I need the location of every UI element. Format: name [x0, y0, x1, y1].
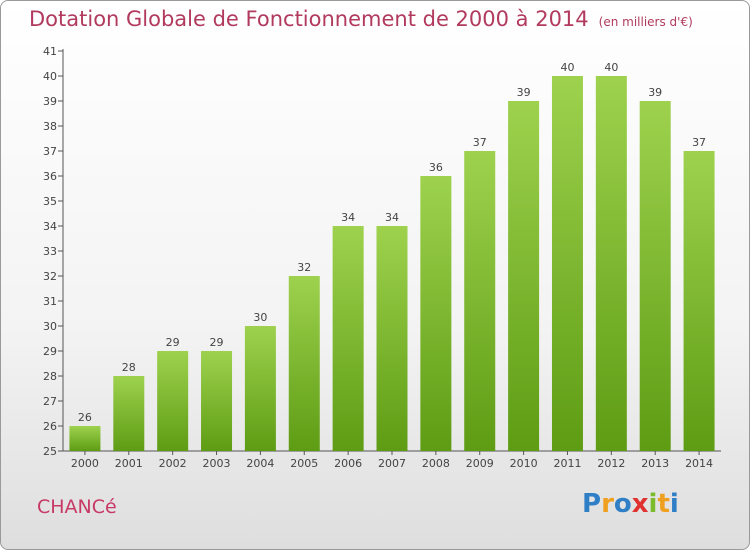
bar	[420, 176, 452, 451]
bar	[639, 101, 671, 451]
x-tick-label: 2002	[159, 457, 187, 470]
town-name: CHANCé	[37, 496, 117, 518]
bar-value-label: 26	[78, 411, 92, 424]
x-tick-label: 2004	[246, 457, 274, 470]
logo-letter: x	[631, 489, 649, 519]
bar-value-label: 40	[560, 61, 574, 74]
y-tick-label: 27	[43, 395, 57, 408]
y-tick-label: 29	[43, 345, 57, 358]
x-tick-label: 2011	[553, 457, 581, 470]
y-tick-label: 34	[43, 220, 57, 233]
x-tick-label: 2008	[422, 457, 450, 470]
x-tick-label: 2000	[71, 457, 99, 470]
bar	[332, 226, 364, 451]
bar	[464, 151, 496, 451]
bar-value-label: 34	[385, 211, 399, 224]
y-tick-label: 33	[43, 245, 57, 258]
y-tick-label: 35	[43, 195, 57, 208]
y-tick-label: 28	[43, 370, 57, 383]
chart-title: Dotation Globale de Fonctionnement de 20…	[29, 7, 693, 31]
y-tick-label: 40	[43, 70, 57, 83]
bar	[376, 226, 408, 451]
bar	[683, 151, 715, 451]
bar	[508, 101, 540, 451]
chart-title-text: Dotation Globale de Fonctionnement de 20…	[29, 7, 589, 31]
bar	[595, 76, 627, 451]
bar	[69, 426, 101, 451]
bar-value-label: 39	[648, 86, 662, 99]
logo-letter: i	[669, 489, 679, 519]
bar	[201, 351, 233, 451]
chart-subtitle: (en milliers d'€)	[598, 15, 693, 29]
bar-value-label: 28	[122, 361, 136, 374]
bar-value-label: 29	[210, 336, 224, 349]
x-tick-label: 2001	[115, 457, 143, 470]
bar	[113, 376, 145, 451]
bar-value-label: 36	[429, 161, 443, 174]
y-tick-label: 39	[43, 95, 57, 108]
logo-letter: o	[613, 489, 632, 519]
bar	[157, 351, 189, 451]
bar	[551, 76, 583, 451]
logo-letter: r	[601, 489, 614, 519]
x-tick-label: 2012	[597, 457, 625, 470]
y-tick-label: 36	[43, 170, 57, 183]
bar	[244, 326, 276, 451]
x-tick-label: 2013	[641, 457, 669, 470]
y-tick-label: 30	[43, 320, 57, 333]
logo-letter: P	[582, 489, 602, 519]
x-tick-label: 2005	[290, 457, 318, 470]
bar-value-label: 39	[517, 86, 531, 99]
x-tick-label: 2007	[378, 457, 406, 470]
y-tick-label: 37	[43, 145, 57, 158]
y-tick-label: 31	[43, 295, 57, 308]
y-tick-label: 38	[43, 120, 57, 133]
y-tick-label: 25	[43, 445, 57, 458]
y-tick-label: 32	[43, 270, 57, 283]
y-tick-label: 26	[43, 420, 57, 433]
x-tick-label: 2014	[685, 457, 713, 470]
bar	[288, 276, 320, 451]
logo-letter: i	[648, 489, 658, 519]
x-tick-label: 2009	[466, 457, 494, 470]
bar-value-label: 40	[604, 61, 618, 74]
bar-value-label: 37	[692, 136, 706, 149]
bar-value-label: 37	[473, 136, 487, 149]
y-tick-label: 41	[43, 45, 57, 58]
bar-value-label: 32	[297, 261, 311, 274]
bar-value-label: 34	[341, 211, 355, 224]
x-tick-label: 2010	[510, 457, 538, 470]
logo-letter: t	[657, 489, 670, 519]
x-tick-label: 2003	[203, 457, 231, 470]
bar-value-label: 30	[253, 311, 267, 324]
bar-value-label: 29	[166, 336, 180, 349]
x-tick-label: 2006	[334, 457, 362, 470]
proxiti-logo: Proxiti	[582, 489, 679, 519]
